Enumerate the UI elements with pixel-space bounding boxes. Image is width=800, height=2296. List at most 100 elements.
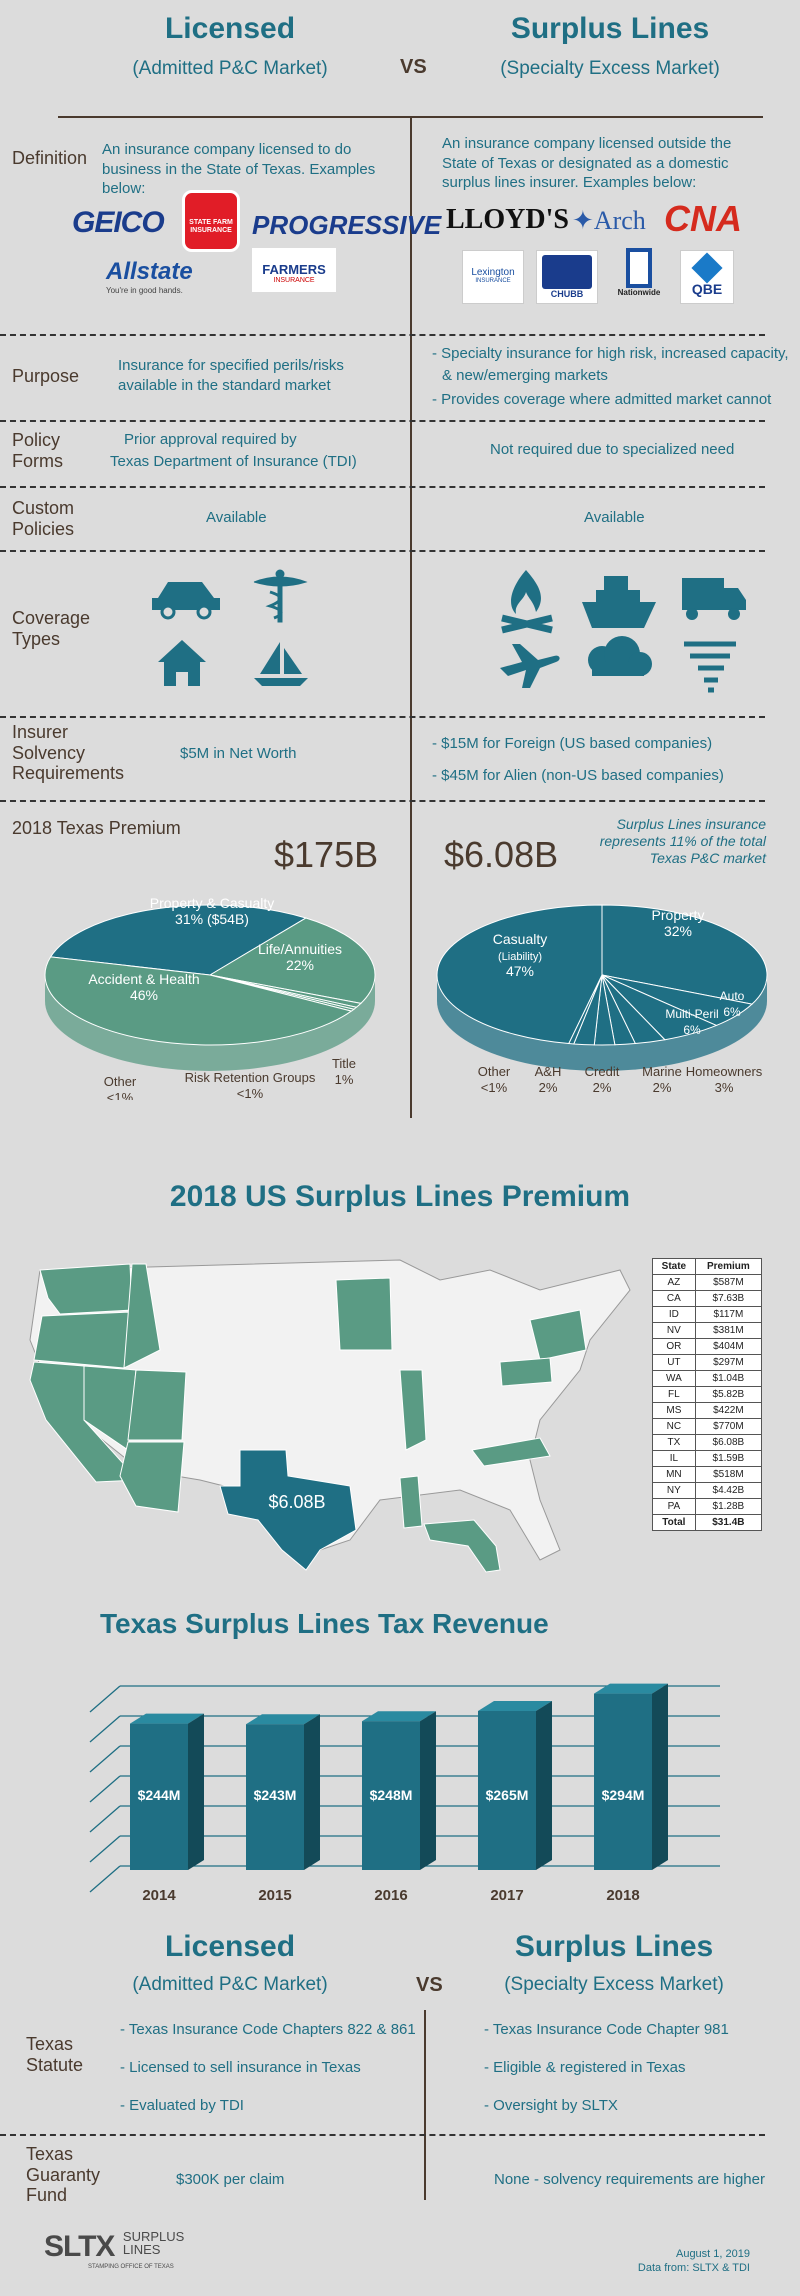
bar-side-2016 bbox=[420, 1711, 436, 1870]
statute-right-2: - Eligible & registered in Texas bbox=[484, 2059, 686, 2076]
definition-right-text: An insurance company licensed outside th… bbox=[442, 135, 732, 191]
table-cell-premium: $4.42B bbox=[694, 1482, 763, 1499]
lexington-logo-sub: INSURANCE bbox=[475, 278, 511, 284]
ship-icon bbox=[582, 576, 656, 628]
bar-value-label-2018: $294M bbox=[602, 1787, 645, 1803]
statute-label: Texas Statute bbox=[26, 2034, 84, 2075]
bar-top-2015 bbox=[246, 1714, 320, 1725]
sltx-logo-text-2: LINES bbox=[122, 2242, 161, 2257]
bar-category-label-2016: 2016 bbox=[374, 1887, 407, 1904]
table-row: NC $770M bbox=[652, 1418, 763, 1435]
purpose-label: Purpose bbox=[12, 366, 80, 386]
bar-category-label-2017: 2017 bbox=[490, 1887, 523, 1904]
map-tx-label: $6.08B bbox=[268, 1492, 325, 1512]
us-map: $6.08B bbox=[29, 1259, 631, 1573]
table-cell-premium: $5.82B bbox=[694, 1386, 763, 1403]
nationwide-logo-text: Nationwide bbox=[617, 288, 661, 297]
table-cell-state: ID bbox=[652, 1306, 696, 1323]
table-cell-state: NV bbox=[652, 1322, 696, 1339]
bar-top-2016 bbox=[362, 1711, 436, 1722]
left-pie-total: $175B bbox=[274, 834, 379, 875]
bar-value-label-2014: $244M bbox=[138, 1787, 181, 1803]
right-pie-label-other: Other <1% bbox=[478, 1064, 511, 1095]
fire-icon bbox=[501, 570, 553, 634]
table-row: TX $6.08B bbox=[652, 1434, 763, 1451]
bar-category-label-2015: 2015 bbox=[258, 1887, 291, 1904]
table-cell-premium: $381M bbox=[694, 1322, 763, 1339]
storm-icon bbox=[588, 636, 652, 698]
state-mn bbox=[335, 1277, 393, 1351]
bar-side-2017 bbox=[536, 1701, 552, 1870]
left-pie-label-title: Title 1% bbox=[332, 1056, 356, 1087]
table-row: FL $5.82B bbox=[652, 1386, 763, 1403]
center-divider-top bbox=[410, 118, 412, 1118]
bar-2014 bbox=[130, 1723, 188, 1870]
table-header-row: State Premium bbox=[652, 1258, 763, 1275]
qbe-logo: QBE bbox=[680, 250, 734, 304]
premium-2018-label: 2018 Texas Premium bbox=[12, 818, 181, 838]
right-pie-label-a-h: A&H 2% bbox=[535, 1064, 562, 1095]
purpose-right-line-1: - Specialty insurance for high risk, inc… bbox=[432, 345, 789, 362]
solvency-right-line-2: - $45M for Alien (non-US based companies… bbox=[432, 767, 724, 784]
table-total-row: Total $31.4B bbox=[652, 1514, 763, 1531]
table-row: UT $297M bbox=[652, 1354, 763, 1371]
farmers-logo-text: FARMERS bbox=[262, 262, 326, 277]
right-pie-label-homeowners: Homeowners 3% bbox=[686, 1064, 763, 1095]
bottom-vs: VS bbox=[416, 1974, 443, 1996]
geico-logo: GEICO bbox=[72, 206, 165, 239]
nationwide-logo: Nationwide bbox=[610, 248, 668, 306]
table-cell-state: MS bbox=[652, 1402, 696, 1419]
state-fl bbox=[423, 1519, 501, 1573]
arch-logo: ✦Arch bbox=[572, 206, 646, 236]
qbe-logo-text: QBE bbox=[691, 281, 723, 297]
table-row: CA $7.63B bbox=[652, 1290, 763, 1307]
farmers-logo: FARMERS INSURANCE bbox=[252, 248, 336, 292]
farmers-logo-sub: INSURANCE bbox=[273, 277, 315, 284]
table-cell-state: FL bbox=[652, 1386, 696, 1403]
left-pie-slice-accident-health bbox=[44, 956, 353, 1046]
table-row: NY $4.42B bbox=[652, 1482, 763, 1499]
table-cell-state: IL bbox=[652, 1450, 696, 1467]
table-cell-premium: $404M bbox=[694, 1338, 763, 1355]
purpose-right-line-2: & new/emerging markets bbox=[442, 367, 608, 384]
header-right-subtitle: (Specialty Excess Market) bbox=[500, 58, 720, 79]
state-ut bbox=[127, 1369, 187, 1441]
right-pie-slice-casualty bbox=[436, 904, 603, 1045]
grid-diagonal bbox=[89, 1865, 121, 1893]
state-id bbox=[123, 1263, 161, 1369]
table-cell-state: AZ bbox=[652, 1274, 696, 1291]
qbe-mark-icon bbox=[691, 252, 723, 284]
table-row: WA $1.04B bbox=[652, 1370, 763, 1387]
table-cell-premium: $117M bbox=[694, 1306, 763, 1323]
table-cell-state: CA bbox=[652, 1290, 696, 1307]
left-pie-label-risk-retention-groups: Risk Retention Groups <1% bbox=[185, 1070, 316, 1100]
table-cell-state: PA bbox=[652, 1498, 696, 1515]
custom-policies-label: Custom Policies bbox=[12, 498, 75, 539]
allstate-tagline: You're in good hands. bbox=[106, 286, 183, 295]
house-icon bbox=[158, 640, 206, 686]
table-cell-state: NC bbox=[652, 1418, 696, 1435]
table-total-label: Total bbox=[652, 1514, 696, 1531]
chubb-logo: CHUBB bbox=[536, 250, 598, 304]
airplane-icon bbox=[500, 644, 560, 688]
bar-value-label-2017: $265M bbox=[486, 1787, 529, 1803]
tax-revenue-chart: $244M 2014 $243M 2015 $248M 2016 $265M 2017 $294… bbox=[89, 1683, 720, 1904]
arch-logo-text: Arch bbox=[593, 206, 646, 235]
grid-diagonal bbox=[89, 1775, 121, 1803]
table-cell-premium: $518M bbox=[694, 1466, 763, 1483]
sltx-logo-mark: SLTX bbox=[44, 2230, 115, 2263]
cna-logo: CNA bbox=[664, 198, 742, 239]
progressive-logo: PROGRESSIVE bbox=[252, 210, 442, 240]
bar-side-2015 bbox=[304, 1714, 320, 1870]
grid-diagonal bbox=[89, 1805, 121, 1833]
table-row: PA $1.28B bbox=[652, 1498, 763, 1515]
divider-2 bbox=[0, 420, 765, 422]
divider-1 bbox=[0, 334, 765, 336]
custom-policies-left-text: Available bbox=[206, 509, 267, 526]
table-cell-premium: $6.08B bbox=[694, 1434, 763, 1451]
bar-chart-bars: $244M 2014 $243M 2015 $248M 2016 $265M 2017 $294… bbox=[130, 1683, 668, 1904]
table-cell-premium: $297M bbox=[694, 1354, 763, 1371]
right-pie-chart: Property 32% Auto 6%Multi-Peril 6% Homeowners… bbox=[436, 904, 768, 1095]
header-vs: VS bbox=[400, 56, 427, 78]
table-row: OR $404M bbox=[652, 1338, 763, 1355]
